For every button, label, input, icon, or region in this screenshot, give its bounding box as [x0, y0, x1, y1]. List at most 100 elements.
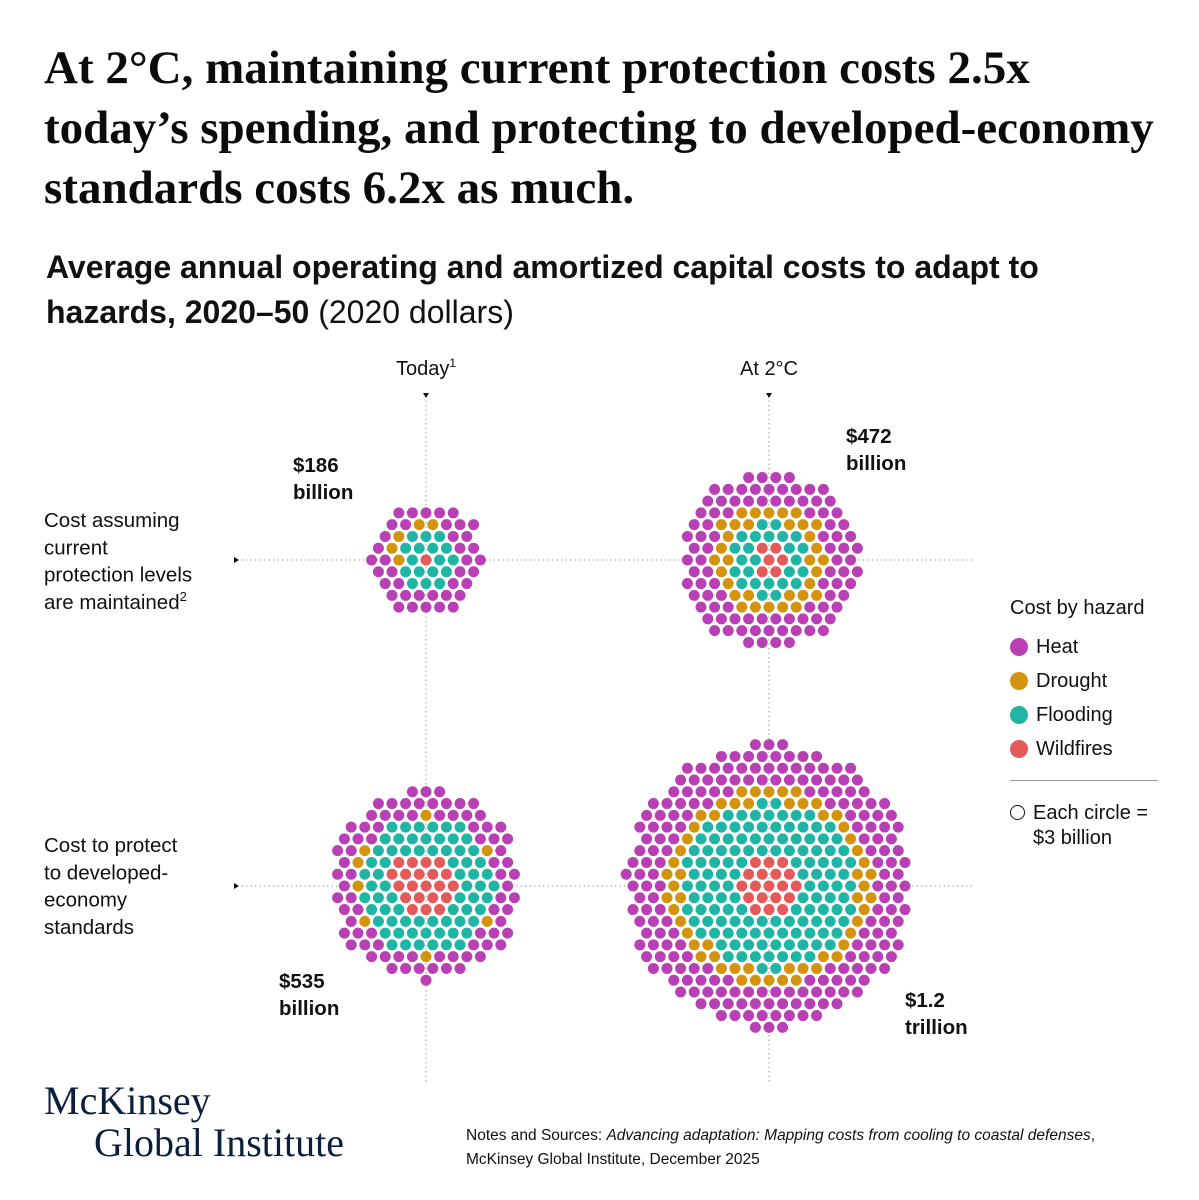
cluster-r1-c1-dot-drought — [688, 939, 700, 951]
cluster-r1-c1-dot-flooding — [743, 821, 755, 833]
cluster-r1-c1-dot-flooding — [824, 868, 836, 880]
value-label-line: billion — [293, 481, 353, 504]
cluster-r1-c0-dot-flooding — [447, 833, 459, 845]
cluster-r1-c1-dot-drought — [715, 962, 727, 974]
cluster-r1-c1-dot-heat — [654, 856, 666, 868]
cluster-r0-c1-dot-heat — [783, 495, 795, 507]
cluster-r1-c1-dot-heat — [722, 974, 734, 986]
cluster-r0-c1-dot-drought — [790, 507, 802, 519]
cluster-r1-c0-dot-wildfires — [434, 904, 446, 916]
cluster-r1-c0-dot-heat — [345, 939, 357, 951]
cluster-r0-c0-dot-heat — [379, 578, 391, 590]
notes-line2: McKinsey Global Institute, December 2025 — [466, 1151, 760, 1168]
cluster-r0-c1-dot-heat — [695, 554, 707, 566]
cluster-r0-c1-dot-heat — [790, 625, 802, 637]
cluster-r1-c1-dot-heat — [804, 786, 816, 798]
cluster-r1-c0-dot-heat — [352, 927, 364, 939]
cluster-r1-c1-dot-heat — [797, 750, 809, 762]
cluster-r1-c1-dot-heat — [797, 1010, 809, 1022]
cluster-r1-c1-dot-wildfires — [763, 904, 775, 916]
cluster-r0-c1-dot-flooding — [743, 542, 755, 554]
cluster-r1-c1-dot-flooding — [824, 845, 836, 857]
cluster-r1-c0-dot-heat — [345, 892, 357, 904]
cluster-r0-c0-dot-heat — [447, 601, 459, 613]
cluster-r0-c1-dot-flooding — [763, 578, 775, 590]
cluster-r0-c1-dot-heat — [851, 542, 863, 554]
cluster-r1-c1-dot-flooding — [743, 845, 755, 857]
cluster-r0-c0-dot-heat — [468, 542, 480, 554]
cluster-r1-c1-dot-heat — [668, 809, 680, 821]
cluster-r1-c0-dot-flooding — [372, 868, 384, 880]
cluster-r1-c0-dot-flooding — [427, 915, 439, 927]
cluster-r1-c1-dot-flooding — [756, 845, 768, 857]
notes-source-title: Advancing adaptation: Mapping costs from… — [606, 1127, 1091, 1144]
cluster-r1-c0-dot-flooding — [379, 927, 391, 939]
cluster-r1-c0-dot-heat — [461, 809, 473, 821]
cluster-r1-c1-dot-drought — [838, 939, 850, 951]
cluster-r1-c0-dot-flooding — [461, 927, 473, 939]
cluster-r1-c0-dot-heat — [434, 951, 446, 963]
row-label-line: Cost assuming — [44, 509, 180, 532]
legend-item-wildfires: Wildfires — [1010, 732, 1170, 766]
cluster-r1-c0-dot-flooding — [386, 892, 398, 904]
row-label-line: are maintained — [44, 591, 180, 614]
legend-unit-text: Each circle = $3 billion — [1033, 801, 1148, 851]
cluster-r1-c1-dot-heat — [763, 998, 775, 1010]
cluster-r1-c0-dot-flooding — [461, 856, 473, 868]
cluster-r0-c1-dot-heat — [817, 601, 829, 613]
cluster-r0-c1-dot-heat — [770, 472, 782, 484]
cluster-r1-c1-dot-wildfires — [763, 856, 775, 868]
logo-line1: McKinsey — [44, 1078, 211, 1123]
cluster-r1-c0-dot-heat — [379, 951, 391, 963]
cluster-r0-c1-dot-flooding — [790, 554, 802, 566]
cluster-r1-c1-dot-heat — [824, 774, 836, 786]
cluster-r1-c1-dot-drought — [702, 939, 714, 951]
cluster-r1-c1-dot-heat — [634, 821, 646, 833]
cluster-r0-c0-dot-flooding — [427, 566, 439, 578]
cluster-r1-c1-dot-heat — [899, 856, 911, 868]
cluster-r1-c1-dot-heat — [858, 833, 870, 845]
cluster-r1-c0-dot-flooding — [427, 939, 439, 951]
cluster-r1-c1-dot-flooding — [817, 856, 829, 868]
cluster-r1-c0-dot-heat — [488, 833, 500, 845]
cluster-r1-c1-dot-flooding — [736, 951, 748, 963]
cluster-r1-c1-dot-heat — [851, 962, 863, 974]
cluster-r0-c0-dot-heat — [461, 578, 473, 590]
cluster-r0-c1-dot-drought — [736, 507, 748, 519]
cluster-r1-c1-dot-flooding — [763, 809, 775, 821]
cluster-r0-c1-dot-heat — [756, 613, 768, 625]
cluster-r0-c1-dot-heat — [831, 578, 843, 590]
cluster-r0-c1-dot-drought — [797, 519, 809, 531]
cluster-r1-c1-dot-heat — [661, 821, 673, 833]
value-label-line: $1.2 — [905, 989, 945, 1012]
cluster-r0-c1-dot-heat — [722, 601, 734, 613]
cluster-r1-c1-dot-wildfires — [756, 892, 768, 904]
cluster-r1-c1-dot-drought — [783, 962, 795, 974]
cluster-r0-c0-dot-heat — [400, 519, 412, 531]
cluster-r1-c0-dot-heat — [468, 798, 480, 810]
cluster-r0-c0-dot-heat — [393, 601, 405, 613]
cluster-r1-c1-dot-drought — [851, 915, 863, 927]
cluster-r1-c1-dot-drought — [811, 798, 823, 810]
cluster-r1-c0-dot-heat — [434, 809, 446, 821]
cluster-r0-c1-dot-wildfires — [770, 566, 782, 578]
cluster-r1-c1-dot-flooding — [722, 927, 734, 939]
cluster-r0-c1-dot-drought — [797, 589, 809, 601]
cluster-r1-c0-dot-heat — [481, 939, 493, 951]
cluster-r1-c0-dot-flooding — [434, 833, 446, 845]
cluster-r1-c0-dot-drought — [352, 856, 364, 868]
cluster-r1-c0-dot-flooding — [386, 915, 398, 927]
cluster-r1-c0-dot-heat — [332, 845, 344, 857]
cluster-r1-c1-dot-flooding — [702, 845, 714, 857]
cluster-r1-c1-dot-heat — [654, 833, 666, 845]
cluster-r1-c1-dot-flooding — [770, 845, 782, 857]
cluster-r0-c1-dot-heat — [845, 578, 857, 590]
cluster-r0-c1-dot-heat — [804, 483, 816, 495]
cluster-r1-c1-dot-heat — [756, 986, 768, 998]
cluster-r0-c0-dot-flooding — [420, 530, 432, 542]
cluster-r0-c1-dot-drought — [736, 601, 748, 613]
cluster-r1-c0-dot-wildfires — [406, 856, 418, 868]
cluster-r0-c1-dot-drought — [715, 542, 727, 554]
cluster-r1-c0-dot-flooding — [468, 892, 480, 904]
cluster-r1-c1-dot-heat — [729, 986, 741, 998]
